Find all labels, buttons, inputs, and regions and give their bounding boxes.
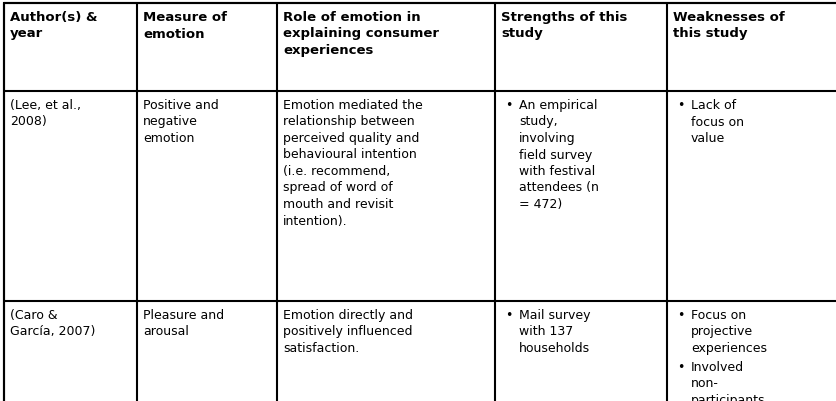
Text: Strengths of this
study: Strengths of this study	[501, 11, 627, 41]
Text: Author(s) &
year: Author(s) & year	[10, 11, 98, 41]
Text: Mail survey
with 137
households: Mail survey with 137 households	[519, 308, 590, 354]
Text: Measure of
emotion: Measure of emotion	[143, 11, 227, 41]
Text: (Lee, et al.,
2008): (Lee, et al., 2008)	[10, 99, 81, 128]
Text: Involved
non-
participants: Involved non- participants	[691, 360, 766, 401]
Text: •: •	[677, 360, 685, 373]
Text: Focus on
projective
experiences: Focus on projective experiences	[691, 308, 767, 354]
Text: An empirical
study,
involving
field survey
with festival
attendees (n
= 472): An empirical study, involving field surv…	[519, 99, 599, 211]
Text: •: •	[677, 99, 685, 112]
Text: Emotion directly and
positively influenced
satisfaction.: Emotion directly and positively influenc…	[283, 308, 413, 354]
Text: Pleasure and
arousal: Pleasure and arousal	[143, 308, 224, 338]
Text: Positive and
negative
emotion: Positive and negative emotion	[143, 99, 219, 145]
Text: Emotion mediated the
relationship between
perceived quality and
behavioural inte: Emotion mediated the relationship betwee…	[283, 99, 423, 227]
Text: Lack of
focus on
value: Lack of focus on value	[691, 99, 744, 145]
Text: Role of emotion in
explaining consumer
experiences: Role of emotion in explaining consumer e…	[283, 11, 439, 57]
Text: Weaknesses of
this study: Weaknesses of this study	[673, 11, 785, 41]
Text: •: •	[505, 308, 512, 321]
Text: •: •	[505, 99, 512, 112]
Text: •: •	[677, 308, 685, 321]
Text: (Caro &
García, 2007): (Caro & García, 2007)	[10, 308, 95, 338]
